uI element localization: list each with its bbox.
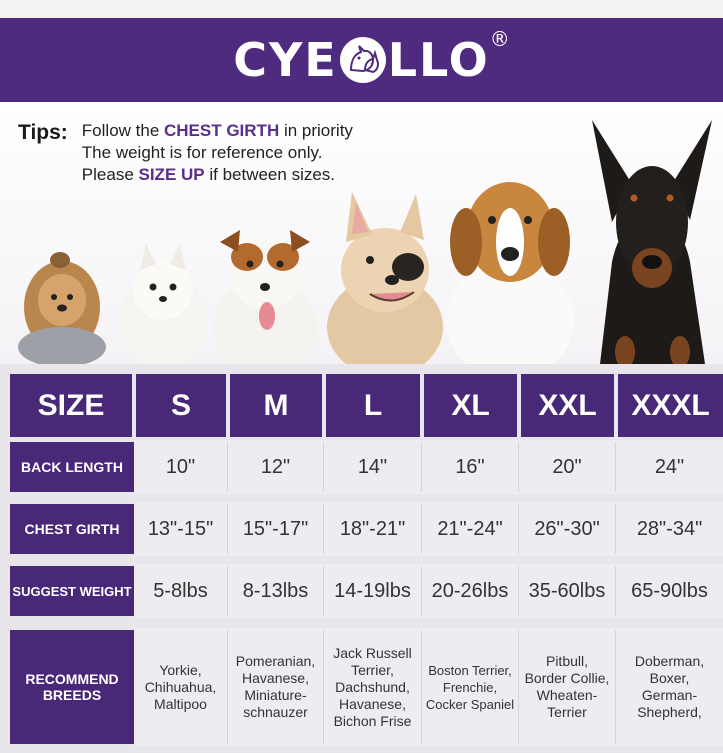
value-cell: 21"-24" <box>422 504 519 554</box>
row-label-chest-girth: CHEST GIRTH <box>10 504 134 554</box>
doberman-icon <box>592 120 712 364</box>
value-cell: 14" <box>324 442 422 492</box>
french-bulldog-icon <box>327 192 443 364</box>
breeds-cell-m: Pomeranian, Havanese, Miniature-schnauzer <box>228 630 324 744</box>
value-cell: 18"-21" <box>324 504 422 554</box>
value-cell: 12" <box>228 442 324 492</box>
row-bg-breeds <box>134 628 723 746</box>
jack-russell-icon <box>213 230 317 364</box>
breeds-cell-xxl: Pitbull, Border Collie, Wheaten- Terrier <box>519 630 616 744</box>
row-label-recommend-breeds: RECOMMEND BREEDS <box>10 630 134 744</box>
brand-text-right: LLO <box>387 33 490 87</box>
tips-box: Tips: Follow the CHEST GIRTH in priority… <box>18 120 353 186</box>
row-bg-chest-girth <box>134 502 723 556</box>
tips-label: Tips: <box>18 121 68 144</box>
size-header-l: L <box>326 374 422 437</box>
value-cell: 15"-17" <box>228 504 324 554</box>
breeds-cell-l: Jack Russell Terrier, Dachshund, Havanese, B… <box>324 630 422 744</box>
value-cell: 24" <box>654 455 685 478</box>
value-cell: 65-90lbs <box>631 579 708 602</box>
value-cell: 8-13lbs <box>228 566 324 616</box>
tip-line-3: Please SIZE UP if between sizes. <box>81 165 336 184</box>
dogs-lineup <box>0 102 723 364</box>
size-header-xxl: XXL <box>521 374 616 437</box>
yorkie-icon <box>18 252 106 364</box>
row-bg-suggest-weight <box>134 564 723 618</box>
brand-banner: CYE LLO ® <box>0 18 723 102</box>
beagle-icon <box>446 182 574 364</box>
value-cell: 20" <box>519 442 616 492</box>
size-header-label: SIZE <box>10 374 134 437</box>
size-header-m: M <box>230 374 324 437</box>
top-strip <box>0 0 723 18</box>
breeds-cell-xl: Boston Terrier, Frenchie, Cocker Spaniel <box>422 630 519 744</box>
row-bg-back-length <box>134 440 723 494</box>
row-label-suggest-weight: SUGGEST WEIGHT <box>10 566 134 616</box>
value-cell: 26"-30" <box>519 504 616 554</box>
value-cell: 10" <box>134 442 228 492</box>
size-header-xxxl: XXXL <box>618 374 723 437</box>
value-cell: 5-8lbs <box>134 566 228 616</box>
pet-logo-icon <box>339 37 386 83</box>
value-cell: 16" <box>422 442 519 492</box>
value-cell: 14-19lbs <box>324 566 422 616</box>
row-label-back-length: BACK LENGTH <box>10 442 134 492</box>
value-cell: 20-26lbs <box>422 566 519 616</box>
value-cell: 28"-34" <box>636 517 703 540</box>
registered-mark: ® <box>489 27 512 51</box>
value-cell: 35-60lbs <box>519 566 616 616</box>
value-cell: 13"-15" <box>134 504 228 554</box>
brand-text-left: CYE <box>233 33 338 87</box>
pomeranian-icon <box>119 244 207 364</box>
brand-logo: CYE LLO ® <box>233 27 510 87</box>
breeds-cell-xxxl: Doberman, Boxer, German- Shepherd, <box>634 653 705 720</box>
tip-line-2: The weight is for reference only. <box>81 143 323 162</box>
size-header-xl: XL <box>424 374 519 437</box>
size-chart-table: SIZE S M L XL XXL XXXL BACK LENGTH 10" 1… <box>0 364 723 753</box>
tip-line-1: Follow the CHEST GIRTH in priority <box>81 121 353 140</box>
size-header-s: S <box>136 374 228 437</box>
tips-lines: Follow the CHEST GIRTH in priority The w… <box>82 120 353 186</box>
dogs-photo-area: Tips: Follow the CHEST GIRTH in priority… <box>0 102 723 364</box>
breeds-cell-s: Yorkie, Chihuahua, Maltipoo <box>134 630 228 744</box>
